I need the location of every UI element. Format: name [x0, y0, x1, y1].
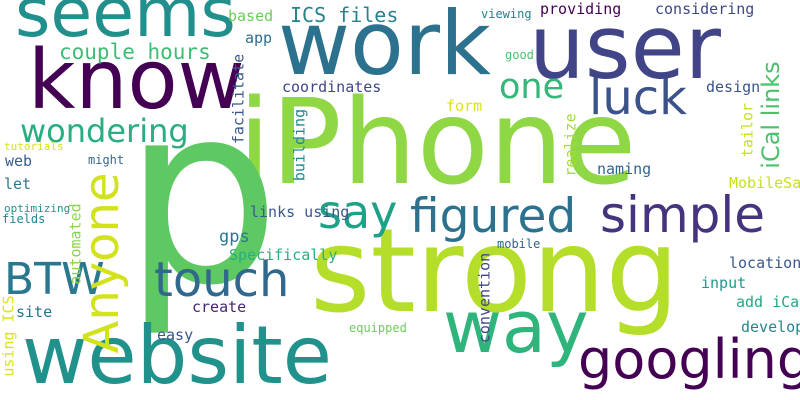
- word-tutorials: optimizing: [4, 202, 71, 215]
- word-considering: considering: [655, 0, 755, 18]
- word-viewing: viewing: [481, 7, 532, 21]
- word-web: might: [88, 153, 125, 167]
- word-know: know: [28, 33, 245, 128]
- word-iphone: iPhone: [238, 73, 637, 211]
- word-simple: simple: [600, 186, 766, 244]
- word-p: p: [123, 52, 281, 340]
- word-equipped: using ICS: [0, 295, 18, 377]
- word-one: one: [499, 67, 565, 107]
- word-form: form: [446, 97, 483, 115]
- word-wondering: wondering: [20, 112, 189, 150]
- word-let: naming: [597, 160, 652, 178]
- word-links-using: gps: [219, 227, 250, 247]
- word-luck: luck: [589, 70, 687, 126]
- word-seems: seems: [15, 0, 236, 53]
- word-add-ical: create: [192, 298, 247, 316]
- word-work: work: [278, 0, 491, 95]
- word-figured: figured: [410, 189, 577, 244]
- word-location: input: [701, 274, 747, 292]
- word-strong: strong: [310, 204, 680, 339]
- word-touch: touch: [154, 252, 290, 308]
- word-convention: easy: [157, 326, 194, 344]
- word-app: app: [245, 29, 273, 47]
- word-based: based: [228, 7, 274, 25]
- word-optimizing: fields: [2, 212, 46, 226]
- word-gps: automated: [66, 203, 85, 285]
- word-say: say: [318, 185, 398, 239]
- word-input: add iCal: [736, 293, 800, 311]
- word-website: website: [22, 309, 332, 400]
- word-mobilesafari: tutorials: [4, 140, 64, 153]
- word-automated: Specifically: [229, 246, 338, 264]
- word-coordinates: coordinates: [282, 78, 382, 96]
- word-mobile: location: [729, 254, 800, 272]
- word-anyone: Anyone: [74, 172, 130, 354]
- word-fields: links using: [250, 203, 350, 221]
- word-tailor: tailor: [738, 102, 757, 158]
- word-building: building: [290, 108, 309, 182]
- word-googling: googling: [578, 328, 800, 391]
- word-facilitate: facilitate: [229, 53, 248, 145]
- word-might: let: [4, 175, 32, 193]
- word-providing: providing: [540, 0, 622, 18]
- word-naming: MobileSafari: [729, 174, 800, 192]
- word-way: way: [443, 285, 589, 369]
- word-specifically: mobile: [497, 237, 541, 251]
- word-realize: realize: [561, 113, 580, 177]
- word-couple-hours: couple hours: [59, 40, 211, 64]
- word-user: user: [529, 0, 721, 99]
- word-easy: development: [741, 318, 800, 336]
- word-ics-files: ICS files: [290, 3, 399, 27]
- word-site: convention: [475, 252, 494, 344]
- word-ical-links: iCal links: [757, 61, 785, 169]
- word-good: good: [505, 48, 534, 62]
- word-development: equipped: [349, 321, 407, 335]
- word-design: design: [706, 78, 761, 96]
- word-create: site: [16, 303, 53, 321]
- word-btw: BTW: [4, 254, 105, 305]
- word-example: web: [5, 152, 33, 170]
